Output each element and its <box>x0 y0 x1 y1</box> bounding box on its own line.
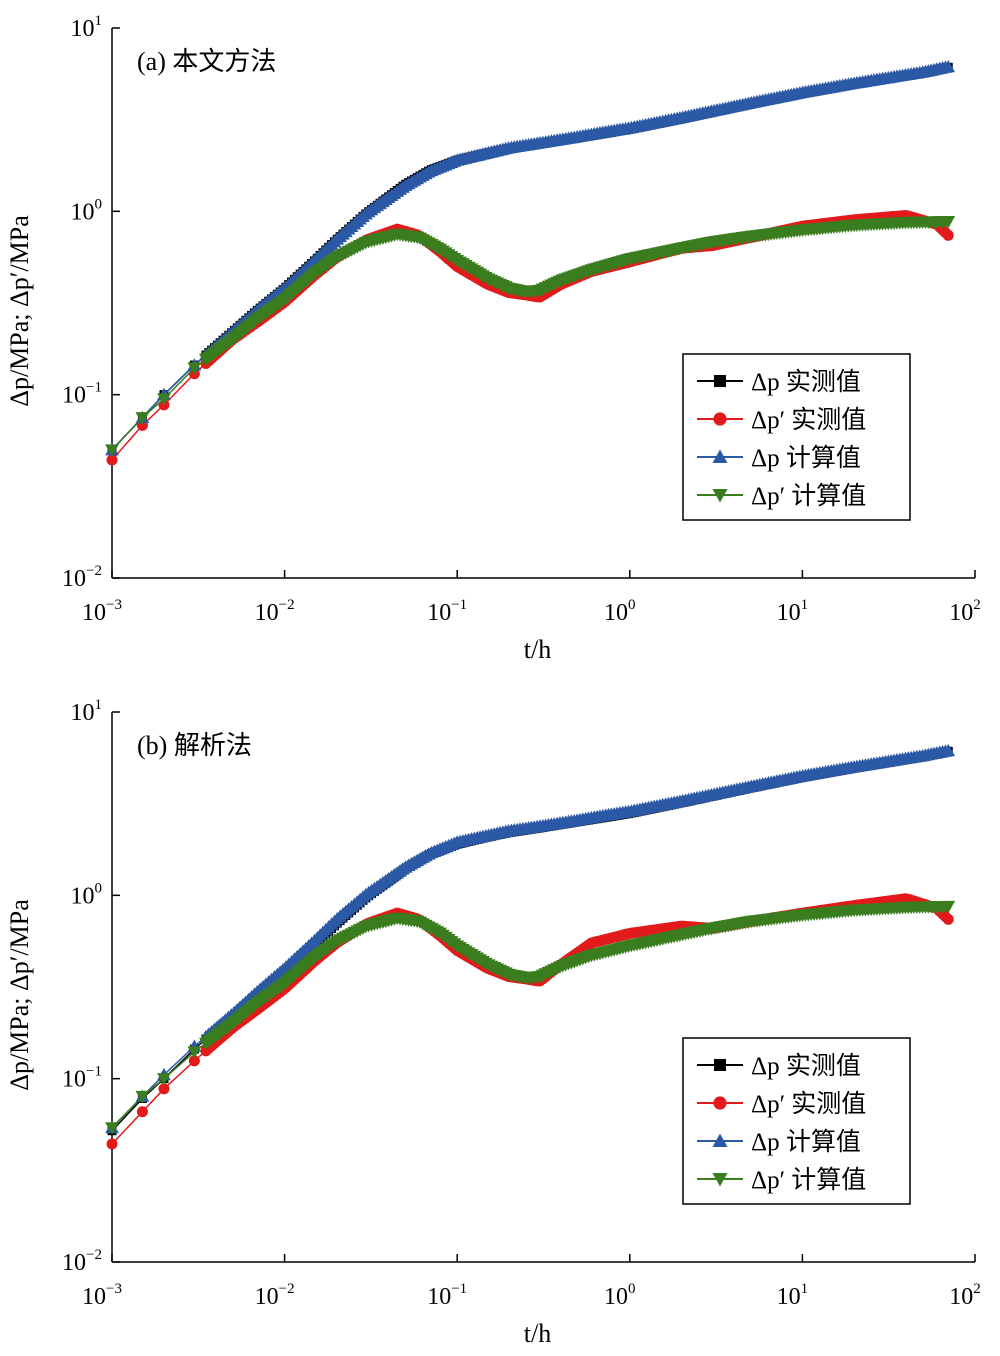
legend-marker <box>712 489 728 503</box>
x-tick-label: 10−1 <box>427 597 467 626</box>
legend-label: Δp′ 计算值 <box>751 1166 866 1194</box>
legend: Δp 实测值 Δp′ 实测值 Δp 计算值 Δp′ 计算值 <box>682 1037 911 1205</box>
y-tick-label: 100 <box>71 196 103 225</box>
legend-label: Δp′ 实测值 <box>751 1090 866 1118</box>
x-tick-label: 100 <box>604 597 636 626</box>
data-point <box>105 444 119 457</box>
x-tick-label: 10−3 <box>82 1281 122 1310</box>
panel-label: (b) 解析法 <box>137 731 252 760</box>
data-point <box>941 216 956 229</box>
data-point <box>136 1106 148 1118</box>
data-point <box>187 362 202 375</box>
x-tick-label: 101 <box>777 1281 809 1310</box>
legend-label: Δp 实测值 <box>751 1052 861 1080</box>
data-point <box>187 1046 202 1059</box>
legend-marker <box>714 1059 726 1071</box>
legend: Δp 实测值 Δp′ 实测值 Δp 计算值 Δp′ 计算值 <box>682 353 911 521</box>
x-tick-label: 101 <box>777 597 809 626</box>
data-point <box>106 1138 118 1150</box>
data-point <box>158 1083 170 1095</box>
panel-label: (a) 本文方法 <box>137 47 276 76</box>
data-point <box>941 743 956 757</box>
y-tick-label: 10−2 <box>62 1247 102 1276</box>
data-point <box>941 59 956 73</box>
legend-marker <box>712 1173 728 1187</box>
x-tick-label: 100 <box>604 1281 636 1310</box>
legend-marker <box>713 1096 727 1110</box>
legend-label: Δp 实测值 <box>751 368 861 396</box>
y-tick-label: 100 <box>71 880 103 909</box>
y-axis-title: Δp/MPa; Δp′/MPa <box>5 899 34 1091</box>
y-tick-label: 10−1 <box>62 1064 102 1093</box>
data-point <box>157 393 171 406</box>
data-point <box>942 913 954 925</box>
x-tick-label: 102 <box>949 1281 981 1310</box>
x-tick-label: 10−2 <box>255 597 295 626</box>
chart-panel-b: 10−3 10−2 10−1 100 101 102 10−2 10−1 100 101 t/h Δp… <box>5 697 981 1348</box>
x-tick-label: 10−3 <box>82 597 122 626</box>
y-tick-label: 10−1 <box>62 380 102 409</box>
legend-marker <box>714 375 726 387</box>
data-point <box>135 1090 150 1104</box>
data-point <box>157 1073 171 1086</box>
legend-label: Δp 计算值 <box>751 444 861 472</box>
data-point <box>942 229 954 241</box>
data-point <box>135 412 150 425</box>
y-tick-label: 101 <box>71 697 103 726</box>
data-point <box>106 454 118 466</box>
data-point <box>188 1055 200 1067</box>
legend-marker <box>712 449 728 463</box>
x-tick-label: 10−1 <box>427 1281 467 1310</box>
legend-marker <box>712 1133 728 1147</box>
y-axis-title: Δp/MPa; Δp′/MPa <box>5 215 34 407</box>
series-3 <box>105 216 956 457</box>
series-2 <box>105 743 956 1134</box>
series-3 <box>105 900 956 1135</box>
data-point <box>941 900 956 914</box>
x-axis-title: t/h <box>524 1319 551 1348</box>
legend-label: Δp′ 计算值 <box>751 482 866 510</box>
legend-label: Δp′ 实测值 <box>751 406 866 434</box>
data-point <box>105 1122 119 1135</box>
x-axis-title: t/h <box>524 635 551 664</box>
y-tick-label: 101 <box>71 13 103 42</box>
chart-panel-a: 10−3 10−2 10−1 100 101 102 10−2 10−1 100 101 t/h Δp… <box>5 13 981 664</box>
legend-marker <box>713 412 727 426</box>
y-tick-label: 10−2 <box>62 563 102 592</box>
x-tick-label: 102 <box>949 597 981 626</box>
x-tick-label: 10−2 <box>255 1281 295 1310</box>
legend-label: Δp 计算值 <box>751 1128 861 1156</box>
